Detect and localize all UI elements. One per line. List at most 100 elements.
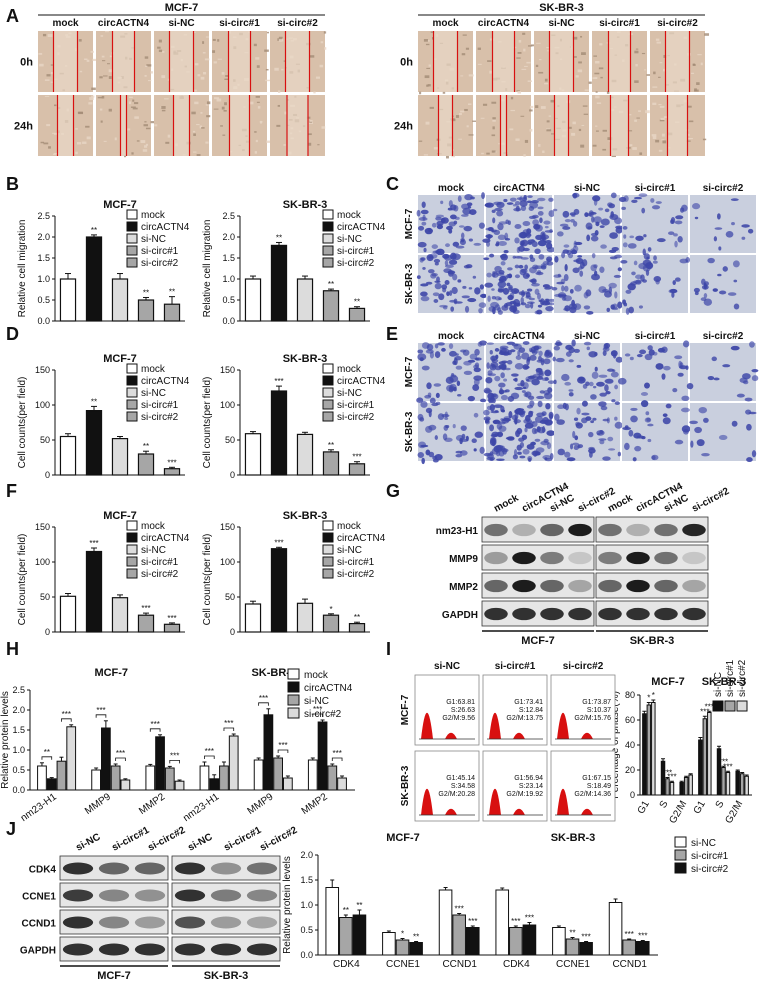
stained-cell [583, 341, 592, 346]
cell-texture [455, 115, 459, 118]
stained-cell [647, 345, 653, 351]
cell-texture [124, 155, 127, 158]
stained-cell [733, 279, 738, 283]
stained-cell [605, 391, 611, 395]
stained-cell [498, 269, 505, 275]
stained-cell [426, 382, 432, 390]
cell-texture [92, 58, 98, 62]
stained-cell [600, 218, 610, 226]
stained-cell [610, 350, 618, 357]
cell-texture [573, 56, 577, 58]
lane-label: si-circ#2 [690, 486, 731, 515]
cell-texture [39, 63, 44, 67]
stained-cell [543, 438, 549, 443]
bar [59, 435, 77, 476]
cell-texture [259, 121, 263, 123]
cell-texture [140, 140, 146, 144]
cell-texture [602, 129, 607, 132]
column-label: si-NC [548, 18, 574, 29]
stained-cell [591, 216, 595, 223]
stained-cell [420, 291, 428, 297]
cell-texture [520, 115, 525, 117]
stained-cell [672, 280, 676, 286]
cell-texture [466, 125, 469, 128]
x-tick-label: nm23-H1 [181, 791, 221, 824]
row-label: 24h [14, 121, 33, 133]
stained-cell [421, 221, 427, 226]
y-tick-label: 2.0 [12, 705, 25, 715]
cell-texture [477, 63, 482, 65]
stained-cell [598, 374, 608, 378]
cell-texture [278, 36, 283, 39]
group-title: MCF-7 [94, 667, 128, 679]
stained-cell [483, 257, 490, 261]
stained-cell [521, 352, 530, 360]
stained-cell [526, 404, 534, 409]
significance-mark: ** [91, 397, 97, 406]
y-axis-label: Cell counts(per field) [202, 377, 213, 469]
cell-texture [76, 142, 82, 145]
protein-label: GAPDH [20, 946, 56, 957]
x-tick-label: G2/M [668, 799, 690, 826]
cell-texture [634, 119, 637, 122]
stained-cell [577, 444, 584, 449]
legend-swatch [126, 363, 138, 374]
lane-label: si-NC [186, 832, 214, 854]
cell-texture [594, 72, 600, 75]
stained-cell [562, 226, 571, 230]
legend-label: si-circ#1 [337, 246, 375, 257]
stained-cell [434, 282, 442, 290]
stained-cell [453, 205, 459, 212]
bar [721, 767, 726, 796]
stained-cell [554, 255, 559, 263]
cell-texture [47, 34, 53, 37]
bar [145, 765, 156, 791]
stained-cell [450, 306, 455, 312]
row-label: MCF-7 [400, 694, 411, 725]
stained-cell [447, 270, 456, 275]
y-tick-label: 2.5 [12, 685, 25, 695]
cell-texture [320, 41, 324, 44]
cell-texture [88, 102, 93, 105]
stained-cell [506, 202, 514, 205]
stained-cell [523, 194, 527, 200]
stained-cell [583, 305, 591, 310]
y-tick-label: 1.5 [37, 253, 50, 263]
cell-texture [44, 79, 50, 81]
cell-texture [594, 77, 598, 79]
stained-cell [638, 193, 648, 198]
bar [296, 278, 314, 322]
cell-texture [423, 154, 429, 156]
cell-texture [204, 58, 210, 61]
phase-stat: G1:73.41 [514, 699, 543, 706]
cell-texture [442, 91, 446, 94]
stained-cell [473, 375, 483, 381]
stained-cell [462, 207, 472, 215]
legend-swatch [674, 862, 687, 874]
chart-title: SK-BR-3 [283, 510, 328, 522]
panel-C: mock circACTN4 si-NC si-circ#1 si-circ#2MCF-… [404, 183, 756, 315]
cell-texture [492, 117, 496, 120]
legend-label: si-NC [304, 696, 329, 707]
stained-cell [452, 360, 457, 365]
stained-cell [634, 445, 642, 452]
chart-J: Relative protein levels0.00.51.01.52.0**… [282, 832, 729, 970]
panel-E: mock circACTN4 si-NC si-circ#1 si-circ#2MCF-… [404, 331, 759, 465]
cell-texture [284, 111, 288, 115]
cell-texture [213, 61, 217, 64]
stained-cell [511, 373, 519, 377]
stained-cell [661, 346, 668, 353]
stained-cell [630, 407, 638, 411]
wound-gap [57, 95, 74, 156]
stained-cell [571, 339, 576, 347]
y-tick-label: 50 [225, 435, 235, 445]
protein-band [598, 579, 622, 593]
bar [120, 779, 131, 791]
stained-cell [592, 195, 601, 202]
cell-texture [524, 139, 529, 143]
cell-texture [529, 128, 533, 132]
stained-cell [669, 288, 678, 294]
stained-cell [417, 241, 427, 248]
stained-cell [554, 341, 563, 346]
